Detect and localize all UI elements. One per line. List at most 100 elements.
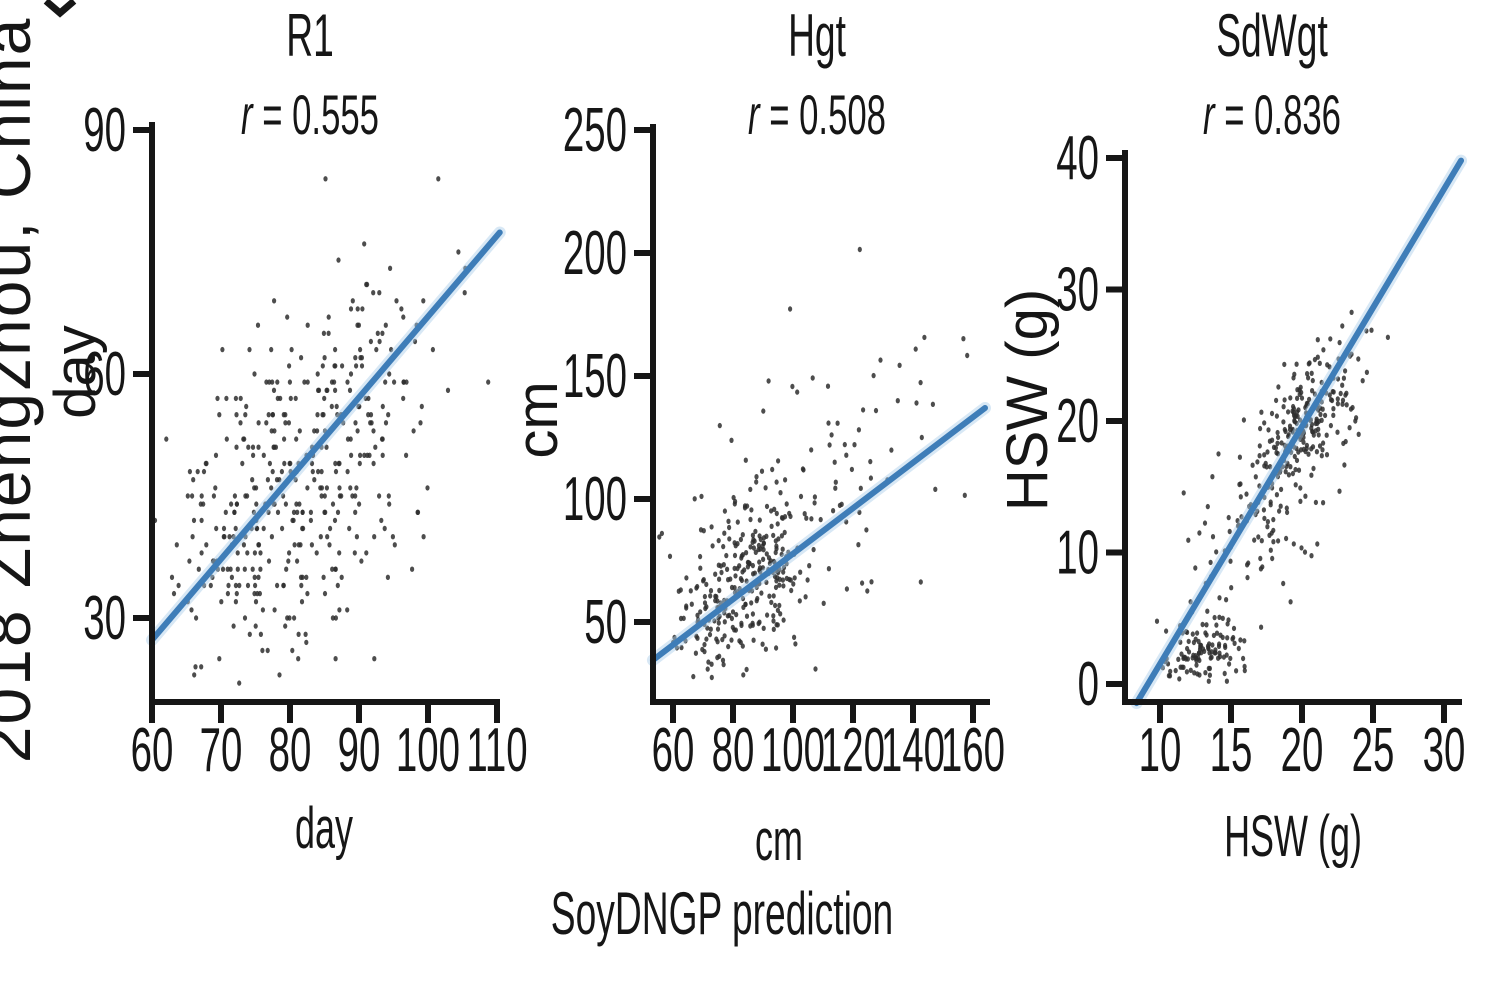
data-point (354, 534, 359, 540)
data-point (725, 566, 730, 572)
data-point (332, 517, 338, 524)
data-point (265, 647, 270, 654)
data-point (387, 371, 392, 377)
data-point (334, 403, 339, 410)
data-point (889, 447, 894, 453)
data-point (1154, 618, 1160, 624)
data-point (790, 383, 795, 390)
data-point (1229, 585, 1234, 591)
data-point (1210, 474, 1215, 480)
data-point (781, 569, 786, 575)
data-point (1321, 347, 1326, 353)
data-point (388, 265, 393, 271)
data-point (421, 534, 426, 540)
data-point (169, 574, 175, 580)
x-tick-label: 90 (338, 715, 381, 785)
data-point (1320, 447, 1325, 453)
data-point (737, 638, 742, 644)
data-point (732, 565, 737, 572)
data-point (1290, 408, 1295, 414)
data-point (315, 371, 320, 377)
data-point (1276, 434, 1281, 441)
data-point (315, 428, 320, 434)
data-point (430, 346, 435, 353)
data-point (316, 468, 321, 475)
data-point (1265, 519, 1270, 525)
data-point (1177, 676, 1182, 682)
data-point (922, 334, 927, 341)
data-point (386, 412, 391, 418)
data-point (1202, 520, 1208, 526)
data-point (1208, 559, 1213, 566)
data-point (788, 513, 793, 520)
data-point (288, 395, 293, 402)
data-point (727, 524, 732, 531)
data-point (1340, 401, 1345, 407)
data-point (717, 653, 722, 659)
data-point (383, 322, 388, 328)
data-point (312, 477, 317, 483)
data-point (704, 581, 709, 588)
data-point (256, 574, 261, 580)
data-point (743, 457, 748, 463)
data-point (965, 352, 970, 359)
y-tick-label: 20 (1056, 386, 1099, 456)
data-point (238, 420, 243, 426)
data-point (1255, 459, 1260, 465)
data-point (1274, 492, 1279, 498)
data-point (1242, 667, 1247, 674)
data-point (286, 558, 291, 564)
data-point (1291, 403, 1296, 410)
data-point (763, 646, 769, 652)
data-point (771, 626, 776, 632)
data-point (1301, 439, 1306, 445)
data-point (415, 509, 421, 515)
data-point (844, 452, 849, 458)
data-point (750, 611, 756, 617)
data-point (1309, 553, 1314, 559)
data-point (1320, 406, 1325, 412)
data-point (404, 452, 409, 458)
data-point (868, 458, 873, 465)
data-point (1354, 415, 1359, 421)
data-point (265, 477, 270, 483)
data-point (462, 290, 467, 296)
data-point (773, 538, 778, 544)
data-point (761, 540, 766, 546)
data-point (281, 582, 286, 589)
data-point (1319, 379, 1324, 386)
data-point (269, 534, 274, 540)
data-point (232, 493, 237, 499)
data-point (221, 525, 227, 532)
x-axis-label: HSW (g) (1224, 804, 1362, 869)
data-point (252, 574, 257, 580)
data-point (844, 519, 849, 525)
data-point (373, 444, 378, 450)
data-point (833, 479, 838, 485)
data-point (809, 447, 814, 453)
data-point (349, 452, 354, 458)
data-point (294, 436, 299, 442)
data-point (305, 590, 310, 597)
data-point (252, 485, 257, 491)
data-point (233, 582, 238, 589)
data-point (1305, 371, 1310, 377)
data-point (246, 444, 251, 450)
data-point (1186, 537, 1191, 543)
cropped-glyph-fragment (43, 0, 77, 18)
data-point (237, 680, 242, 686)
data-point (1262, 515, 1267, 522)
data-point (256, 444, 261, 450)
data-point (1178, 664, 1183, 670)
data-point (1298, 417, 1303, 423)
data-point (698, 565, 703, 571)
data-point (740, 532, 745, 538)
data-point (411, 428, 416, 434)
data-point (214, 525, 219, 532)
data-point (1193, 565, 1198, 571)
data-point (801, 467, 806, 473)
data-point (751, 571, 756, 577)
data-point (1298, 485, 1303, 491)
data-point (835, 420, 840, 426)
scatter-points (152, 176, 491, 686)
